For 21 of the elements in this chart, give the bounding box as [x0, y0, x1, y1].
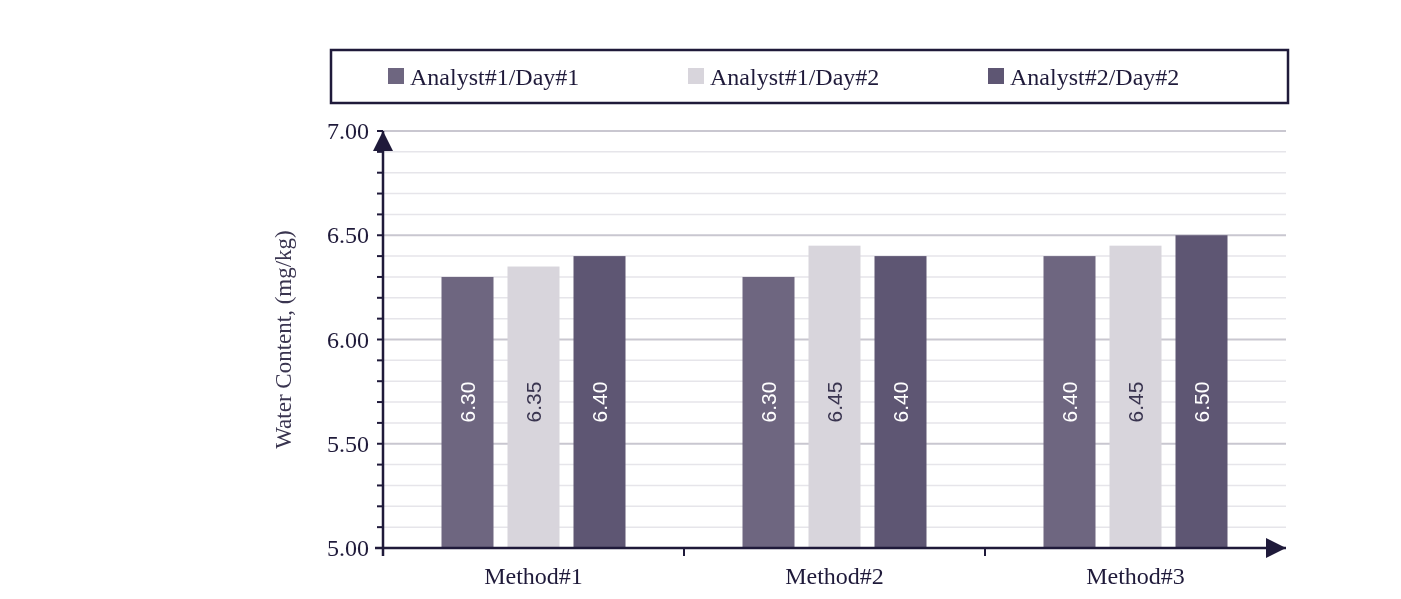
y-tick-label: 6.50 [327, 222, 369, 249]
data-label: 6.40 [588, 381, 611, 423]
y-tick-label: 7.00 [327, 118, 369, 144]
y-tick-label: 5.00 [327, 535, 369, 561]
data-label: 6.30 [456, 381, 479, 423]
x-tick-label: Method#3 [1086, 563, 1185, 589]
data-label: 6.30 [757, 381, 780, 423]
data-label: 6.45 [1124, 381, 1147, 423]
legend-label: Analyst#1/Day#1 [410, 64, 580, 90]
data-label: 6.35 [522, 381, 545, 423]
x-tick-label: Method#1 [484, 563, 583, 589]
data-label: 6.40 [889, 381, 912, 423]
x-tick-label: Method#2 [785, 563, 884, 589]
legend-label: Analyst#2/Day#2 [1010, 64, 1180, 90]
data-label: 6.45 [823, 381, 846, 423]
legend-label: Analyst#1/Day#2 [710, 64, 880, 90]
y-tick-label: 6.00 [327, 326, 369, 353]
data-label: 6.40 [1058, 381, 1081, 423]
data-label: 6.50 [1190, 381, 1213, 423]
y-axis-title: Water Content, (mg/kg) [270, 230, 296, 449]
y-tick-label: 5.50 [327, 430, 369, 457]
